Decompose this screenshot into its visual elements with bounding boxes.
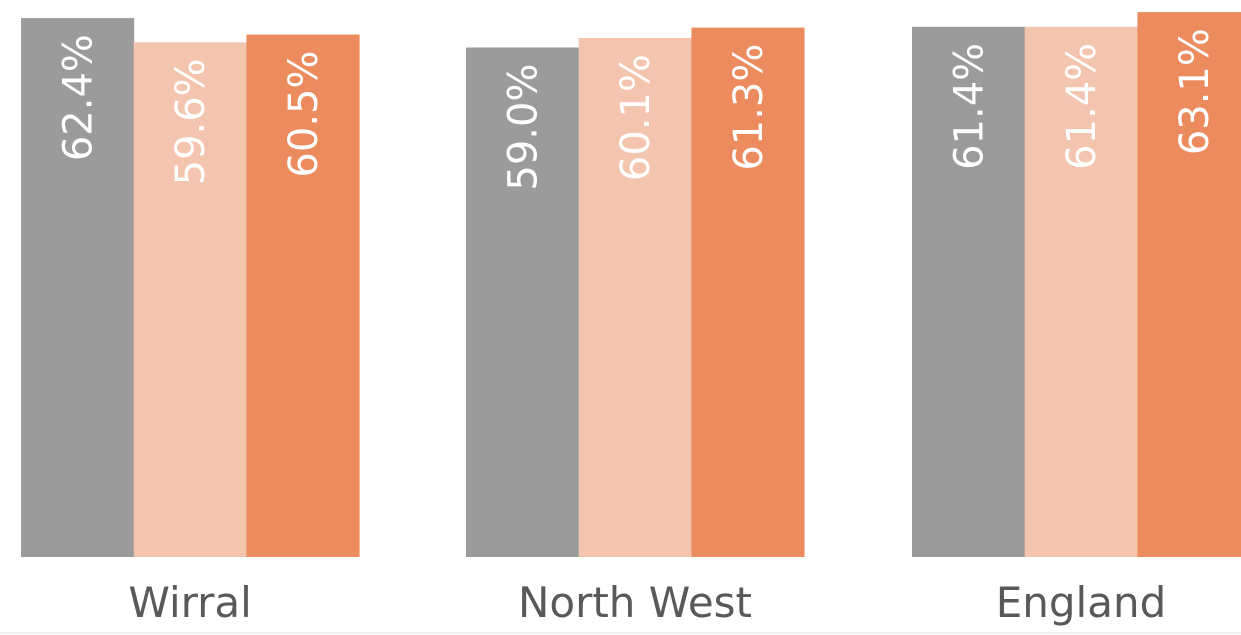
value-label: 61.3% xyxy=(726,44,772,171)
bar-north-west-3 xyxy=(691,27,805,558)
value-label: 63.1% xyxy=(1172,28,1218,155)
value-labels-group: 62.4% 59.6% 60.5% 59.0% 60.1% 61.3% 61.4% 61.4%… xyxy=(55,28,1218,190)
bar-north-west-2 xyxy=(578,38,692,557)
value-label: 59.0% xyxy=(500,64,546,191)
bar-england-2 xyxy=(1024,26,1138,558)
value-label: 62.4% xyxy=(55,34,101,161)
category-label: Wirral xyxy=(128,578,251,627)
value-label: 60.1% xyxy=(613,54,659,181)
bar-england-1 xyxy=(912,26,1026,558)
bar-england-3 xyxy=(1137,12,1241,558)
value-label: 61.4% xyxy=(1059,43,1105,170)
value-label: 59.6% xyxy=(168,58,214,185)
bar-wirral-2 xyxy=(133,42,247,558)
value-label: 60.5% xyxy=(281,51,327,178)
bars-group xyxy=(21,12,1241,558)
bar-wirral-3 xyxy=(246,34,360,557)
category-label: North West xyxy=(518,578,752,627)
category-labels-group: Wirral North West England xyxy=(128,578,1166,627)
bar-wirral-1 xyxy=(21,18,135,558)
category-label: England xyxy=(996,578,1167,627)
bar-north-west-1 xyxy=(466,47,580,557)
value-label: 61.4% xyxy=(946,43,992,170)
